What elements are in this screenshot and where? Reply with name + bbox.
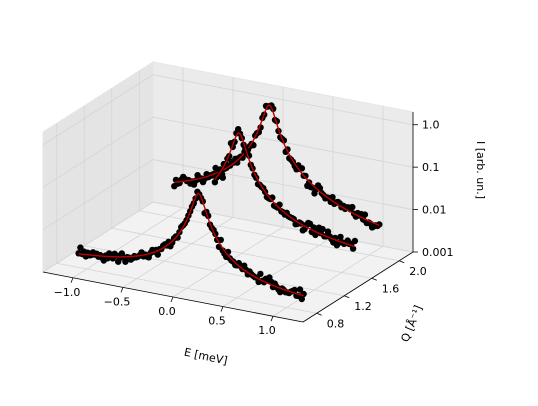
y-tick-mark bbox=[344, 295, 350, 299]
grid-line-x bbox=[172, 226, 284, 298]
x-tick-mark bbox=[270, 316, 274, 322]
y-tick-mark bbox=[316, 312, 322, 316]
y-axis-label: Q [Å⁻¹] bbox=[399, 303, 425, 344]
data-point bbox=[298, 165, 306, 172]
grid-line-z bbox=[42, 201, 154, 273]
grid-line-z bbox=[152, 74, 414, 126]
grid-line-z bbox=[152, 201, 414, 253]
z-tick-label: 0.1 bbox=[422, 161, 440, 174]
grid-line-x bbox=[222, 236, 334, 307]
x-tick-mark bbox=[170, 296, 174, 303]
x-axis-label: E [meV] bbox=[183, 346, 229, 368]
y-tick-label: 2.0 bbox=[409, 265, 427, 278]
fit-curve bbox=[174, 104, 380, 226]
x-tick-mark bbox=[220, 306, 224, 312]
y-tick-mark bbox=[399, 260, 405, 264]
grid-line-z bbox=[42, 116, 154, 188]
y-tick-label: 0.8 bbox=[327, 317, 345, 330]
data-point bbox=[296, 286, 304, 293]
grid-line-x bbox=[272, 245, 384, 317]
tick-layer: −1.0 −0.5 0.0 0.5 1.0 0.8 1.2 1.6 2.0 0.001 0.01 0.… bbox=[42, 112, 454, 337]
grid-line-z bbox=[42, 159, 154, 230]
grid-line-x bbox=[72, 207, 184, 279]
data-layer bbox=[75, 102, 383, 303]
data-point bbox=[319, 225, 326, 233]
series-q-0.9 bbox=[75, 188, 307, 303]
data-point bbox=[349, 203, 356, 211]
z-tick-label: 0.01 bbox=[422, 204, 447, 217]
y-tick-label: 1.6 bbox=[382, 282, 400, 295]
grid-line-y bbox=[56, 262, 317, 314]
data-point bbox=[310, 224, 317, 231]
data-point bbox=[329, 194, 336, 201]
z-tick-label: 0.001 bbox=[422, 246, 454, 259]
x-tick-label: 1.0 bbox=[258, 324, 276, 337]
data-point bbox=[154, 251, 161, 258]
x-tick-mark bbox=[120, 287, 124, 293]
z-axis-label: I [arb. un.] bbox=[474, 141, 487, 199]
data-point bbox=[211, 179, 219, 186]
data-point bbox=[300, 290, 307, 298]
data-point bbox=[337, 233, 344, 241]
data-point bbox=[291, 286, 298, 294]
grid-line-y bbox=[139, 210, 400, 262]
x-tick-label: −1.0 bbox=[54, 286, 81, 299]
data-point bbox=[376, 221, 383, 228]
data-point bbox=[302, 172, 309, 180]
y-axis-line bbox=[302, 251, 414, 323]
grid-line-z bbox=[42, 74, 154, 146]
data-point bbox=[324, 228, 332, 235]
fit-curve bbox=[214, 132, 356, 248]
series-q-2 bbox=[171, 102, 383, 231]
x-tick-mark bbox=[70, 277, 74, 283]
data-point bbox=[361, 211, 369, 218]
grid-lines bbox=[42, 67, 414, 317]
x-tick-label: −0.5 bbox=[104, 295, 131, 308]
x-tick-label: 0.0 bbox=[158, 305, 176, 318]
data-point bbox=[351, 237, 359, 245]
y-tick-mark bbox=[371, 277, 377, 281]
grid-line-z bbox=[152, 159, 414, 210]
x-tick-label: 0.5 bbox=[208, 315, 226, 328]
grid-line-y bbox=[111, 227, 372, 279]
z-tick-label: 1.0 bbox=[422, 119, 440, 132]
data-point bbox=[174, 234, 181, 241]
y-tick-label: 1.2 bbox=[354, 300, 372, 313]
data-point bbox=[298, 295, 305, 303]
series-q-1.5 bbox=[211, 126, 359, 252]
data-point bbox=[257, 270, 264, 278]
fit-curve bbox=[78, 192, 304, 297]
